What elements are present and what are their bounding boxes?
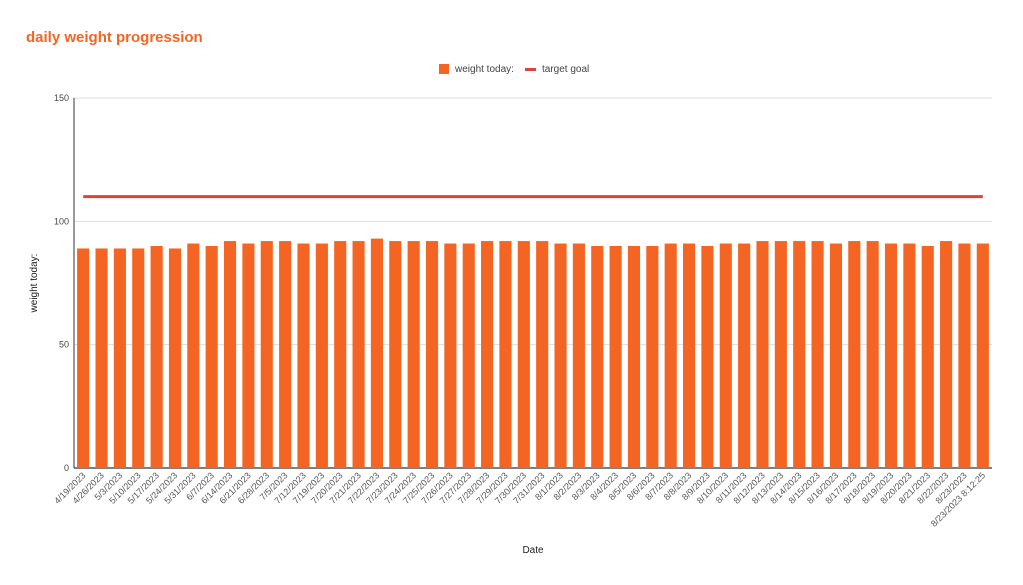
bar bbox=[940, 241, 953, 468]
bar bbox=[646, 246, 659, 468]
bar bbox=[352, 241, 365, 468]
bar bbox=[756, 241, 769, 468]
bar bbox=[481, 241, 494, 468]
bar bbox=[976, 243, 989, 468]
bar bbox=[536, 241, 549, 468]
bar bbox=[425, 241, 439, 468]
bar bbox=[499, 241, 512, 468]
bar bbox=[407, 241, 420, 468]
bar bbox=[132, 248, 145, 468]
bar bbox=[664, 243, 677, 468]
bar bbox=[627, 246, 641, 468]
bar bbox=[793, 241, 806, 468]
legend: weight today: target goal bbox=[439, 64, 589, 75]
y-tick-label: 150 bbox=[54, 93, 69, 103]
legend-label-weight: weight today: bbox=[454, 64, 514, 75]
bar bbox=[609, 246, 622, 468]
bar bbox=[884, 243, 898, 468]
bar bbox=[591, 246, 604, 468]
bar bbox=[168, 248, 182, 468]
bar bbox=[315, 243, 328, 468]
bar bbox=[829, 243, 842, 468]
bar bbox=[462, 243, 475, 468]
bar bbox=[389, 241, 402, 468]
bar bbox=[113, 248, 126, 468]
bar bbox=[370, 238, 383, 468]
bar bbox=[187, 243, 200, 468]
bar bbox=[848, 241, 861, 468]
y-axis-label: weight today: bbox=[29, 254, 40, 314]
bar bbox=[77, 248, 90, 468]
bar bbox=[866, 241, 879, 468]
bar bbox=[95, 248, 108, 468]
bar bbox=[224, 241, 237, 468]
bar bbox=[774, 241, 787, 468]
bar bbox=[701, 246, 714, 468]
bar bbox=[517, 241, 530, 468]
y-tick-label: 0 bbox=[64, 463, 69, 473]
bar bbox=[683, 243, 696, 468]
legend-swatch-weight bbox=[439, 64, 449, 74]
bar bbox=[738, 243, 751, 468]
x-axis-label: Date bbox=[522, 545, 544, 556]
bar bbox=[260, 241, 273, 468]
bar bbox=[903, 243, 916, 468]
y-tick-label: 50 bbox=[59, 340, 69, 350]
bar bbox=[334, 241, 347, 468]
bar bbox=[279, 241, 292, 468]
bar bbox=[554, 243, 567, 468]
bar bbox=[242, 243, 255, 468]
bar bbox=[811, 241, 824, 468]
legend-label-target: target goal bbox=[542, 64, 589, 75]
bar bbox=[150, 246, 163, 468]
bar bbox=[205, 246, 218, 468]
legend-swatch-target bbox=[525, 68, 536, 71]
bar bbox=[444, 243, 457, 468]
chart-title: daily weight progression bbox=[26, 29, 203, 46]
y-tick-label: 100 bbox=[54, 216, 69, 226]
bar bbox=[719, 243, 732, 468]
bar bbox=[572, 243, 585, 468]
bar bbox=[297, 243, 310, 468]
bar bbox=[958, 243, 971, 468]
bar bbox=[921, 246, 934, 468]
